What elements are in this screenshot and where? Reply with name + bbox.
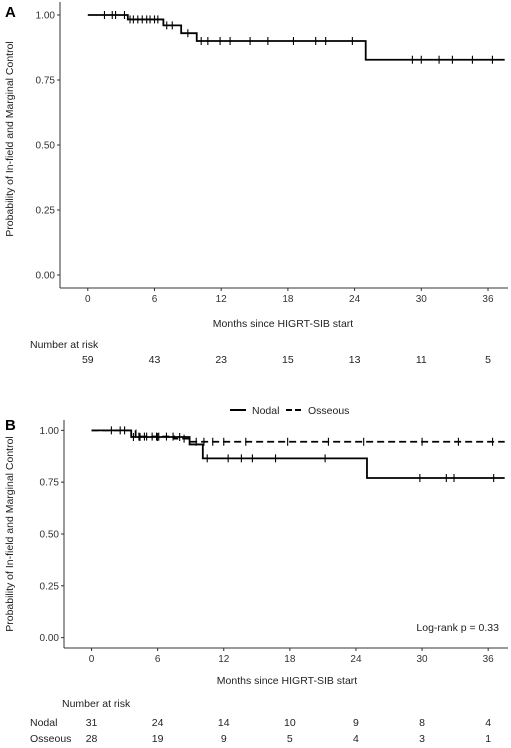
panel-b-risk-count: 10 [284,717,296,729]
panel-a-letter: A [5,4,16,21]
panel-b-x-axis-title: Months since HIGRT-SIB start [217,675,358,687]
panel-b-risk-count: 19 [152,733,164,745]
panel-a-y-tick-label: 0.25 [36,206,56,217]
panel-b-y-tick-label: 0.00 [40,633,60,644]
panel-a-y-tick-label: 0.00 [36,271,56,282]
panel-b-risk-count: 14 [218,717,230,729]
panel-b-x-tick-label: 18 [284,654,296,665]
panel-b-risk-count: 3 [419,733,425,745]
panel-a-y-tick-label: 0.50 [36,141,56,152]
panel-b-x-tick-label: 6 [155,654,161,665]
panel-b-risk-row-label: Osseous [30,733,71,745]
panel-a-y-axis-title: Probability of In-field and Marginal Con… [4,41,16,237]
panel-b-risk-count: 1 [485,733,491,745]
panel-a-risk-table-title: Number at risk [30,339,99,351]
panel-a-y-tick-label: 1.00 [36,11,56,22]
legend-osseous-label: Osseous [308,405,349,417]
panel-b-risk-count: 24 [152,717,164,729]
panel-b-risk-count: 5 [287,733,293,745]
panel-a-x-tick-label: 0 [85,294,91,305]
panel-a-x-tick-label: 12 [216,294,228,305]
panel-a-risk-table: 59 43 23 15 13 11 5 [82,354,491,366]
panel-a-risk-count: 59 [82,354,94,366]
legend-nodal-label: Nodal [252,405,279,417]
panel-b-y-tick-label: 0.75 [40,478,60,489]
panel-a-plot-area: 0.00 0.25 0.50 0.75 1.00 0 6 12 18 24 30 36 [36,2,508,305]
panel-b-x-tick-label: 30 [417,654,429,665]
panel-b-nodal-survival-curve [91,429,505,479]
panel-b-risk-count: 9 [221,733,227,745]
panel-b-y-axis-title: Probability of In-field and Marginal Con… [4,436,16,632]
panel-b-risk-count: 4 [353,733,359,745]
panel-b-x-tick-label: 36 [483,654,495,665]
panel-b-letter: B [5,417,16,434]
log-rank-annotation: Log-rank p = 0.33 [416,622,499,634]
panel-b-x-tick-label: 0 [89,654,95,665]
panel-b-x-tick-label: 12 [218,654,230,665]
panel-b-risk-count: 28 [86,733,98,745]
panel-a-risk-count: 15 [282,354,294,366]
panel-a-risk-count: 13 [349,354,361,366]
panel-b-legend: Nodal Osseous [230,405,349,417]
panel-a-risk-count: 5 [485,354,491,366]
panel-a-risk-count: 23 [215,354,227,366]
panel-b-osseous-survival-curve [91,429,505,443]
panel-a-x-tick-label: 6 [152,294,158,305]
panel-a-risk-count: 11 [416,354,427,366]
panel-b-risk-count: 9 [353,717,359,729]
panel-b-y-tick-label: 0.50 [40,530,60,541]
panel-b-risk-count: 4 [485,717,491,729]
panel-b-x-tick-label: 24 [350,654,362,665]
panel-b-plot-area: 0.00 0.25 0.50 0.75 1.00 0 6 12 18 24 30 36 [40,420,508,665]
panel-a-overall-survival-curve [87,14,505,61]
panel-b-risk-row-label: Nodal [30,717,57,729]
panel-a-x-axis-title: Months since HIGRT-SIB start [213,318,354,330]
panel-b-risk-count: 8 [419,717,425,729]
panel-a-x-tick-label: 24 [349,294,361,305]
panel-b-y-tick-label: 0.25 [40,581,60,592]
panel-a-risk-count: 43 [149,354,161,366]
panel-b-risk-table-title: Number at risk [62,698,131,710]
panel-a: A Probability of In-field and Marginal C… [4,2,508,366]
panel-a-x-tick-label: 18 [282,294,294,305]
panel-a-x-tick-label: 30 [416,294,428,305]
panel-b: B Probability of In-field and Marginal C… [4,417,508,745]
panel-a-y-tick-label: 0.75 [36,76,56,87]
panel-a-x-tick-label: 36 [482,294,494,305]
panel-b-y-tick-label: 1.00 [40,426,60,437]
panel-b-risk-count: 31 [86,717,98,729]
